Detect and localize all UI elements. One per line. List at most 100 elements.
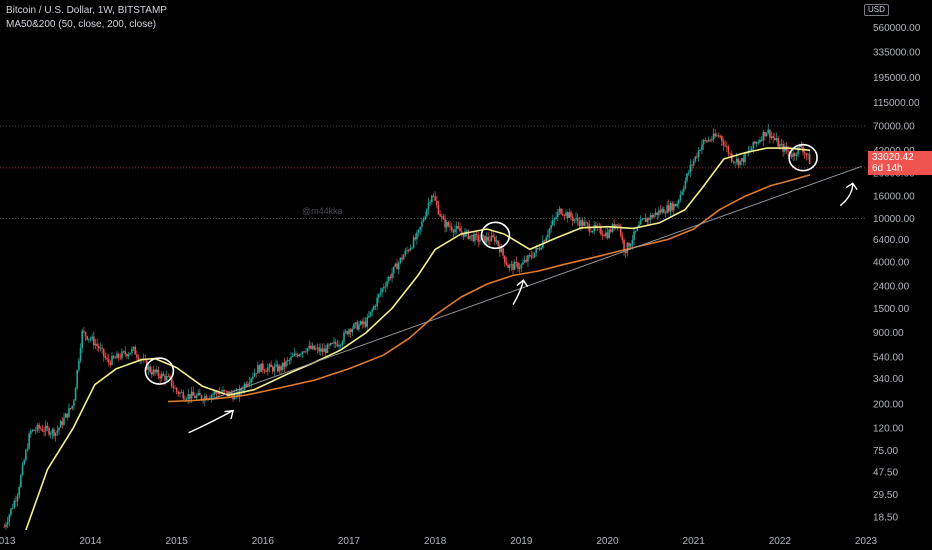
candle-body [189,394,191,399]
candle-body [424,216,427,220]
ma200-line [167,174,811,403]
candle-body [497,240,499,246]
candle-body [803,152,806,154]
candle-body [278,366,281,372]
candle-body [634,230,637,232]
candle-body [361,321,364,325]
candle-body [13,500,16,508]
candle-body [664,212,667,214]
x-tick-label: 2015 [166,536,189,547]
candle-body [677,200,680,204]
candle-body [316,347,319,349]
x-tick-label: 2022 [769,536,792,547]
candle-body [268,364,271,368]
candle-body [681,191,683,195]
highlight-circle [480,221,511,250]
candle-body [550,225,552,229]
currency-badge[interactable]: USD [864,4,889,16]
candle-body [644,218,647,223]
candle-body [324,348,327,353]
candle-body [3,526,6,528]
candle-body [182,392,185,399]
candle-body [121,351,123,359]
candle-body [757,142,760,143]
candle-body [28,433,30,449]
candle-body [600,227,602,235]
candle-body [583,222,586,226]
candle-body [165,375,168,381]
candle-body [576,217,579,222]
candle-body [91,336,93,339]
candle-body [507,264,509,268]
candle-body [566,212,569,218]
candle-body [217,392,219,395]
candle-body [131,348,133,353]
time-scale-bg [0,530,932,550]
candle-body [457,226,460,229]
indicator-legend[interactable]: MA50&200 (50, close, 200, close) [6,19,157,30]
candle-body [729,153,731,155]
candle-body [706,140,708,142]
candle-body [31,429,34,432]
candle-body [73,400,75,406]
candle-body [732,161,735,163]
candle-body [701,144,703,151]
candle-body [20,475,22,488]
candle-body [656,212,659,215]
candle-body [793,153,796,156]
candle-body [427,202,430,210]
candle-body [53,429,55,436]
candle-body [195,395,198,398]
candle-body [306,348,309,352]
candle-body [518,267,521,269]
candle-body [465,230,468,232]
y-tick-label: 115000.00 [873,98,920,109]
candle-body [792,153,794,157]
candle-body [58,427,60,431]
candle-body [126,353,128,357]
candle-body [175,388,178,392]
candle-body [97,346,100,349]
candle-body [671,203,673,211]
candle-body [56,430,59,433]
y-tick-label: 900.00 [873,328,904,339]
candle-body [364,321,367,327]
moving-averages [25,147,811,531]
candle-body [79,347,82,361]
candle-body [490,235,493,242]
candle-body [228,392,231,396]
candle-body [86,336,88,340]
candle-body [194,395,196,398]
candle-body [170,378,173,387]
candle-body [517,263,519,269]
candle-body [177,391,180,394]
symbol-title[interactable]: Bitcoin / U.S. Dollar, 1W, BITSTAMP [6,5,167,16]
candle-body [719,135,721,137]
y-tick-label: 16000.00 [873,192,915,203]
candle-body [636,227,639,231]
candle-body [412,237,415,248]
candle-body [107,359,110,363]
candle-body [34,430,37,432]
x-tick-label: 2016 [252,536,275,547]
hand-drawn-arrow [188,409,235,434]
candle-body [402,255,405,260]
candle-body [492,235,494,237]
y-tick-label: 120.00 [873,424,904,435]
candle-body [363,321,365,325]
candle-body [242,389,244,391]
candle-body [498,245,501,253]
candle-body [286,360,289,362]
x-tick-label: 2019 [510,536,533,547]
candle-body [160,373,163,379]
candle-body [484,235,486,243]
candle-body [315,348,317,350]
candle-body [503,255,506,263]
candle-body [8,514,11,522]
candle-body [760,139,763,141]
candle-body [348,329,350,335]
candle-body [376,297,378,307]
candle-body [513,262,516,270]
candle-body [271,366,274,372]
